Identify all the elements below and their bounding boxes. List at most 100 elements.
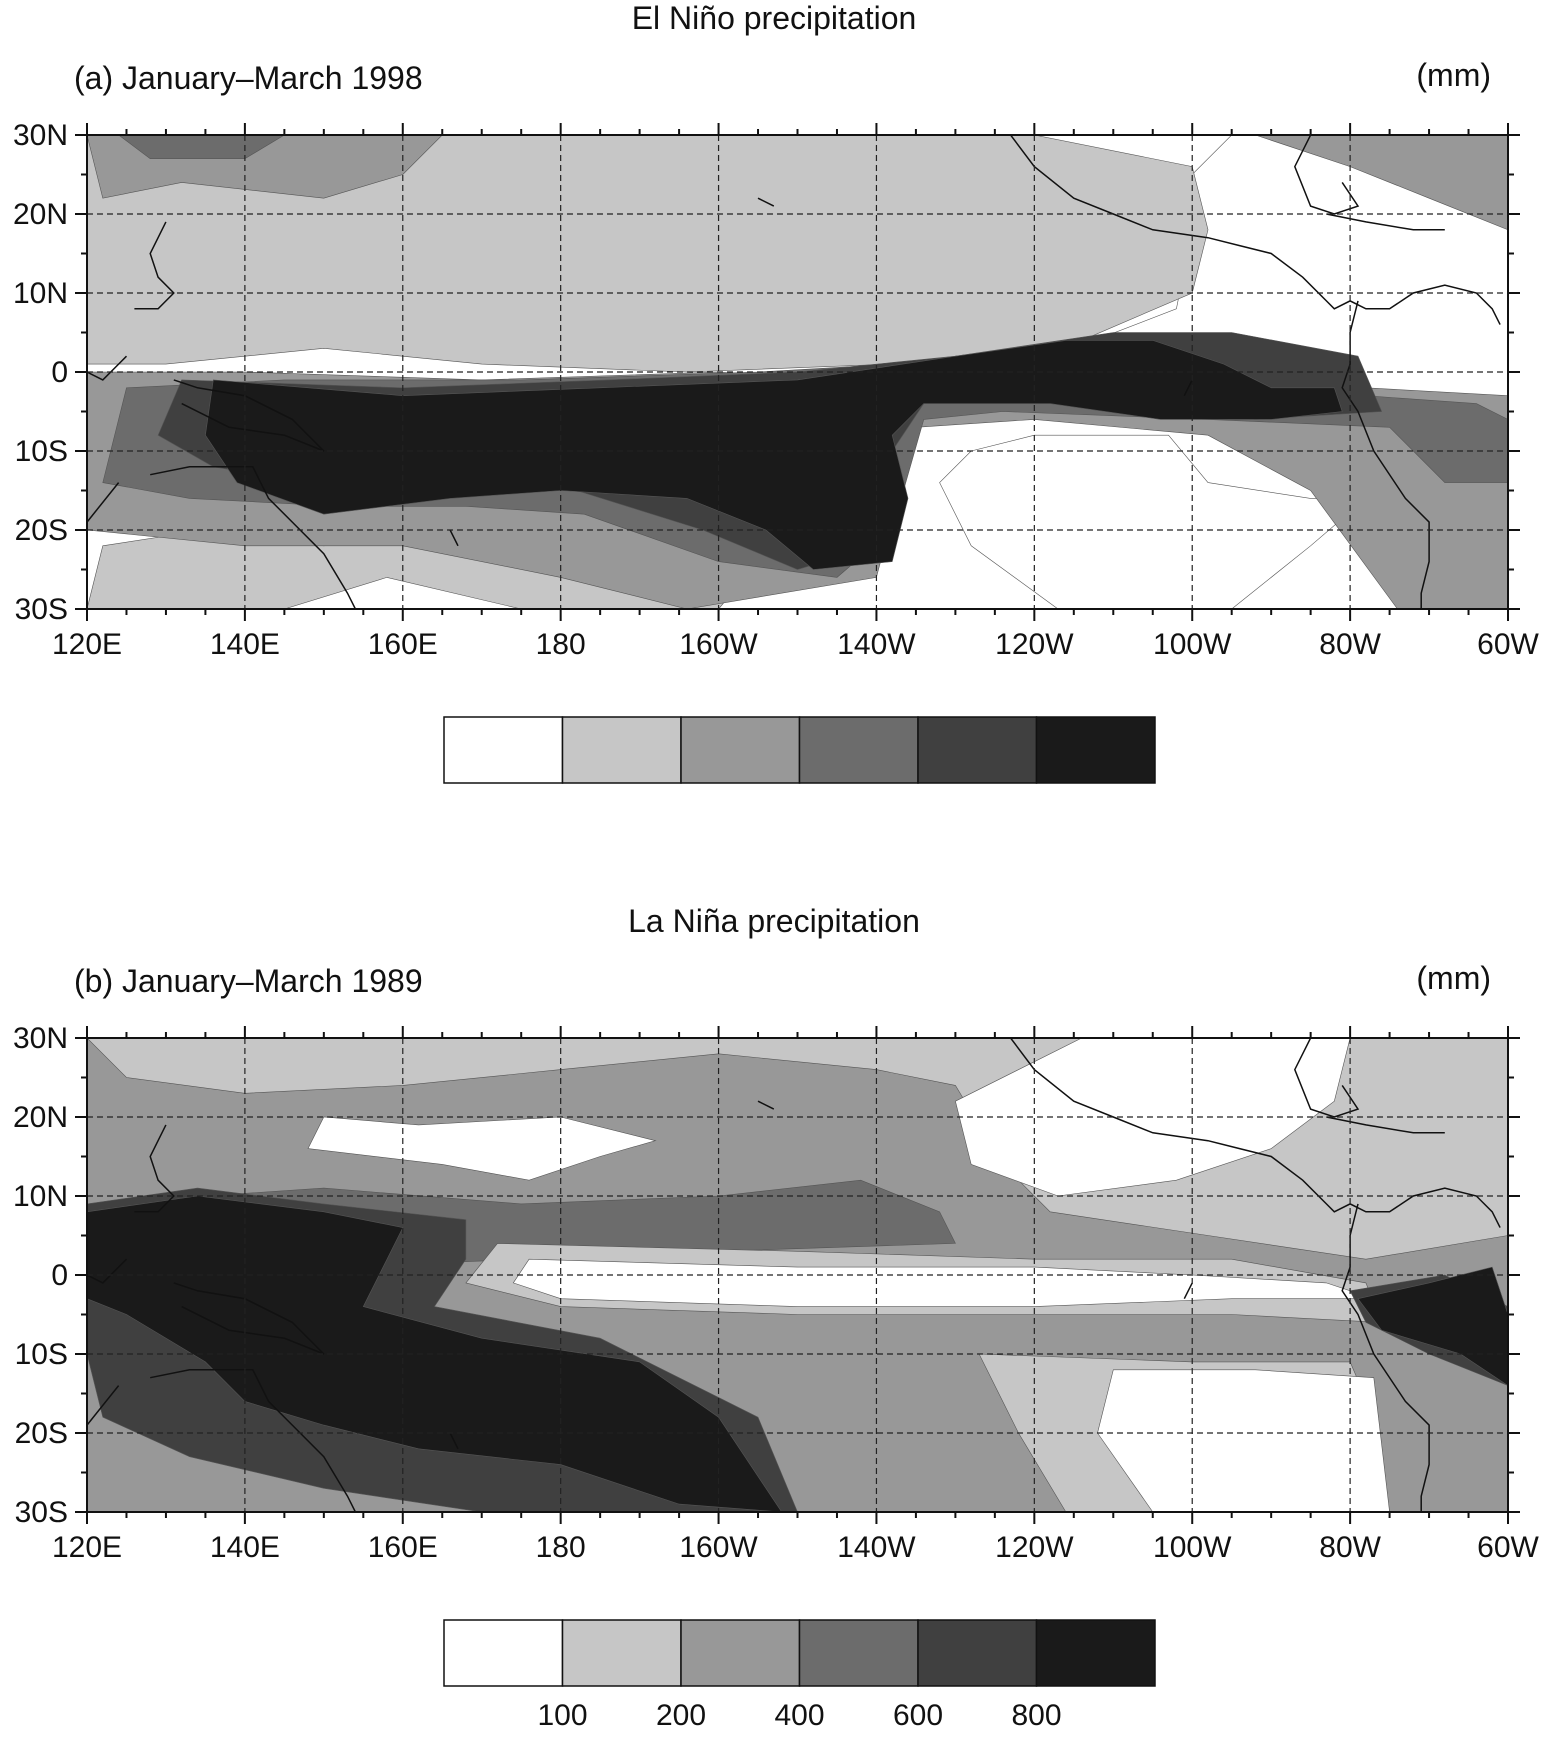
lat-tick-label: 10S xyxy=(15,1338,68,1371)
lat-tick-label: 0 xyxy=(51,356,68,389)
lon-tick-label: 160W xyxy=(679,1531,758,1564)
lon-tick-label: 100W xyxy=(1153,1531,1232,1564)
tick-marks xyxy=(75,123,1520,621)
colorbar: 100 200 400 600 800 xyxy=(443,1619,1156,1732)
colorbar-label: 800 xyxy=(1011,796,1061,800)
lon-tick-label: 140E xyxy=(210,1531,280,1564)
colorbar-label: 600 xyxy=(893,796,943,800)
lon-tick-label: 60W xyxy=(1477,628,1539,661)
colorbar-label: 200 xyxy=(656,1699,706,1732)
coastline xyxy=(1326,213,1445,231)
lon-tick-label: 60W xyxy=(1477,1531,1539,1564)
colorbar-swatch xyxy=(443,716,564,784)
colorbar: 100 200 400 600 800 xyxy=(443,716,1156,800)
coastline xyxy=(1293,135,1360,215)
coastline xyxy=(87,482,120,523)
colorbar-swatch xyxy=(561,716,682,784)
colorbar-swatch xyxy=(798,1619,919,1687)
coastline xyxy=(757,1100,775,1110)
coastline xyxy=(1341,1203,1430,1512)
panel-title: La Niña precipitation xyxy=(628,903,920,939)
lon-tick-label: 160W xyxy=(679,628,758,661)
lon-tick-label: 160E xyxy=(368,1531,438,1564)
lon-tick-label: 180 xyxy=(536,1531,586,1564)
coastline xyxy=(1293,1038,1360,1118)
lat-tick-label: 10S xyxy=(15,435,68,468)
coastline xyxy=(87,1385,120,1426)
precip-contour-level-0 xyxy=(307,1116,657,1181)
lon-tick-label: 120E xyxy=(52,1531,122,1564)
colorbar-swatch xyxy=(917,716,1038,784)
colorbar-label: 600 xyxy=(893,1699,943,1732)
lat-tick-label: 30S xyxy=(15,1496,68,1529)
colorbar-swatch xyxy=(443,1619,564,1687)
lon-tick-label: 80W xyxy=(1319,628,1381,661)
coastline xyxy=(1009,135,1501,325)
precip-contour-level-5 xyxy=(205,340,1343,570)
lat-tick-label: 10N xyxy=(13,277,68,310)
coastlines xyxy=(87,135,1501,609)
lon-tick-label: 140W xyxy=(837,1531,916,1564)
coastline xyxy=(1183,1282,1193,1300)
colorbar-label: 200 xyxy=(656,796,706,800)
panel-subtitle: (b) January–March 1989 xyxy=(74,963,423,999)
unit-label: (mm) xyxy=(1416,960,1491,996)
colorbar-swatch xyxy=(561,1619,682,1687)
colorbar-label: 100 xyxy=(537,1699,587,1732)
panel-title: El Niño precipitation xyxy=(631,0,917,36)
coastline xyxy=(150,1369,357,1512)
coastline xyxy=(449,1432,459,1450)
colorbar-swatch xyxy=(1035,716,1156,784)
lon-tick-label: 80W xyxy=(1319,1531,1381,1564)
panel-subtitle: (a) January–March 1998 xyxy=(74,60,423,96)
gridlines xyxy=(87,135,1508,609)
coastline xyxy=(757,197,775,207)
coastline xyxy=(1183,379,1193,397)
coastline xyxy=(1009,1038,1501,1228)
precip-contour-level-5 xyxy=(1357,1266,1508,1386)
coastline xyxy=(1341,300,1430,609)
coastline xyxy=(173,379,325,452)
colorbar-swatch xyxy=(680,1619,801,1687)
coastline xyxy=(134,1124,175,1213)
lat-tick-label: 10N xyxy=(13,1180,68,1213)
coastline xyxy=(134,221,175,310)
coastlines xyxy=(87,1038,1501,1512)
lat-tick-label: 30S xyxy=(15,593,68,626)
tick-marks xyxy=(75,1026,1520,1524)
precip-contour-level-0 xyxy=(939,434,1367,609)
colorbar-swatch xyxy=(1035,1619,1156,1687)
lat-tick-label: 20S xyxy=(15,1417,68,1450)
coastline xyxy=(173,1282,325,1355)
colorbar-label: 400 xyxy=(774,1699,824,1732)
colorbar-swatch xyxy=(917,1619,1038,1687)
precip-contour-level-0 xyxy=(512,1258,1374,1307)
lat-tick-label: 20N xyxy=(13,1101,68,1134)
colorbar-label: 400 xyxy=(774,796,824,800)
lat-tick-label: 30N xyxy=(13,1022,68,1055)
lon-tick-label: 160E xyxy=(368,628,438,661)
coastline xyxy=(1326,1116,1445,1134)
lat-tick-label: 20S xyxy=(15,514,68,547)
colorbar-swatch xyxy=(680,716,801,784)
lat-tick-label: 30N xyxy=(13,119,68,152)
lon-tick-label: 140W xyxy=(837,628,916,661)
lon-tick-label: 140E xyxy=(210,628,280,661)
lon-tick-label: 180 xyxy=(536,628,586,661)
lon-tick-label: 120W xyxy=(995,628,1074,661)
precip-contour-level-0 xyxy=(1097,1369,1390,1512)
lon-tick-label: 120E xyxy=(52,628,122,661)
lon-tick-label: 100W xyxy=(1153,628,1232,661)
coastline xyxy=(150,466,357,609)
lat-tick-label: 20N xyxy=(13,198,68,231)
coastline xyxy=(449,529,459,547)
unit-label: (mm) xyxy=(1416,57,1491,93)
colorbar-label: 100 xyxy=(537,796,587,800)
colorbar-label: 800 xyxy=(1011,1699,1061,1732)
lon-tick-label: 120W xyxy=(995,1531,1074,1564)
lat-tick-label: 0 xyxy=(51,1259,68,1292)
gridlines xyxy=(87,1038,1508,1512)
colorbar-swatch xyxy=(798,716,919,784)
